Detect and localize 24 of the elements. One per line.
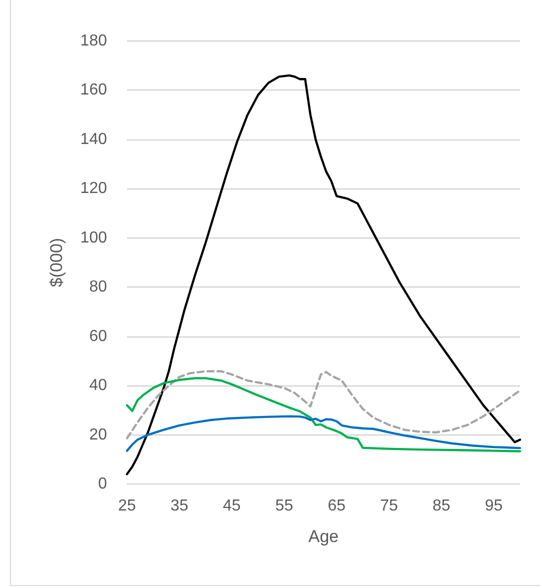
x-tick-label: 75 xyxy=(380,498,398,514)
line-series xyxy=(126,415,522,452)
y-tick-label: 140 xyxy=(80,130,108,148)
line-series xyxy=(126,74,522,476)
y-tick-label: 60 xyxy=(89,328,108,345)
x-tick-label: 25 xyxy=(118,498,136,514)
x-axis-title: Age xyxy=(308,527,339,546)
y-tick-label: 0 xyxy=(98,476,108,492)
x-tick-label: 65 xyxy=(328,498,346,514)
y-tick-label: 120 xyxy=(80,180,108,198)
y-tick-label: 20 xyxy=(89,426,108,444)
y-tick-label: 180 xyxy=(80,32,108,50)
x-tick-label: 95 xyxy=(484,498,503,514)
y-tick-label: 160 xyxy=(80,82,108,99)
x-tick-label: 55 xyxy=(275,498,294,514)
y-tick-label: 100 xyxy=(80,229,108,246)
x-tick-label: 85 xyxy=(432,498,450,514)
line-series xyxy=(126,377,522,452)
x-tick-label: 35 xyxy=(170,498,188,514)
line-series xyxy=(126,370,522,440)
y-tick-label: 80 xyxy=(89,278,108,296)
y-axis-title: $(000) xyxy=(47,238,66,288)
y-tick-label: 40 xyxy=(89,377,108,394)
x-tick-label: 45 xyxy=(222,498,241,514)
